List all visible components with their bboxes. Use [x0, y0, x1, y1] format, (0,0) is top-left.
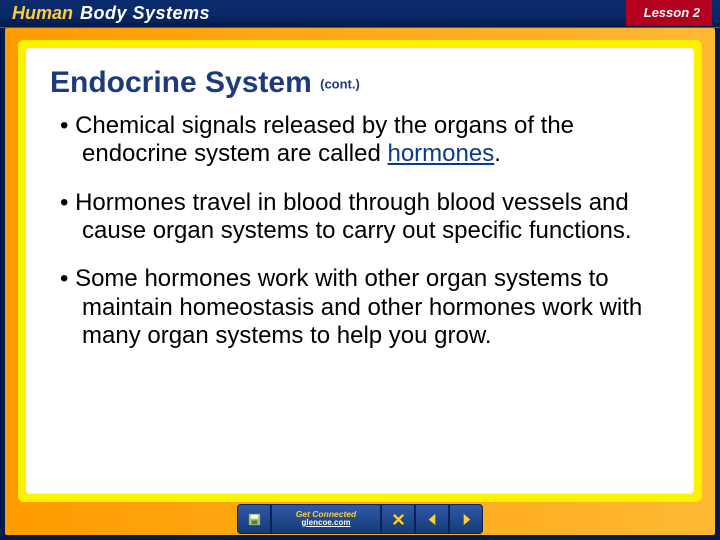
nav-close-button[interactable] — [381, 504, 415, 534]
bullet-item: Chemical signals released by the organs … — [60, 112, 670, 169]
slide-title-text: Endocrine System — [50, 66, 312, 99]
slide-title: Endocrine System (cont.) — [50, 66, 670, 100]
bullet-text: Some hormones work with other organ syst… — [75, 265, 642, 349]
bullet-text-post: . — [494, 140, 501, 167]
lesson-tab: Lesson 2 — [626, 0, 712, 26]
close-icon — [391, 512, 406, 527]
nav-save-button[interactable] — [237, 504, 271, 534]
bullet-item: Hormones travel in blood through blood v… — [60, 189, 670, 246]
bullet-list: Chemical signals released by the organs … — [50, 112, 670, 350]
nav-connected-link: glencoe.com — [302, 519, 351, 528]
nav-prev-button[interactable] — [415, 504, 449, 534]
glossary-term[interactable]: hormones — [387, 140, 494, 167]
chevron-left-icon — [425, 512, 440, 527]
unit-title: Human Body Systems — [12, 3, 210, 24]
bullet-item: Some hormones work with other organ syst… — [60, 265, 670, 350]
header-bar: Human Body Systems Lesson 2 — [0, 0, 720, 28]
floppy-disk-icon — [247, 512, 262, 527]
slide-title-cont: (cont.) — [320, 77, 360, 92]
content-card: Endocrine System (cont.) Chemical signal… — [26, 48, 694, 494]
yellow-frame: Endocrine System (cont.) Chemical signal… — [18, 40, 702, 502]
unit-prefix: Human — [12, 3, 73, 24]
chevron-right-icon — [459, 512, 474, 527]
bullet-text: Hormones travel in blood through blood v… — [75, 189, 632, 244]
outer-frame: Human Body Systems Lesson 2 Endocrine Sy… — [0, 0, 720, 540]
nav-next-button[interactable] — [449, 504, 483, 534]
unit-main: Body Systems — [80, 3, 210, 24]
nav-connected-button[interactable]: Get Connected glencoe.com — [271, 504, 381, 534]
bottom-nav: Get Connected glencoe.com — [237, 504, 483, 534]
